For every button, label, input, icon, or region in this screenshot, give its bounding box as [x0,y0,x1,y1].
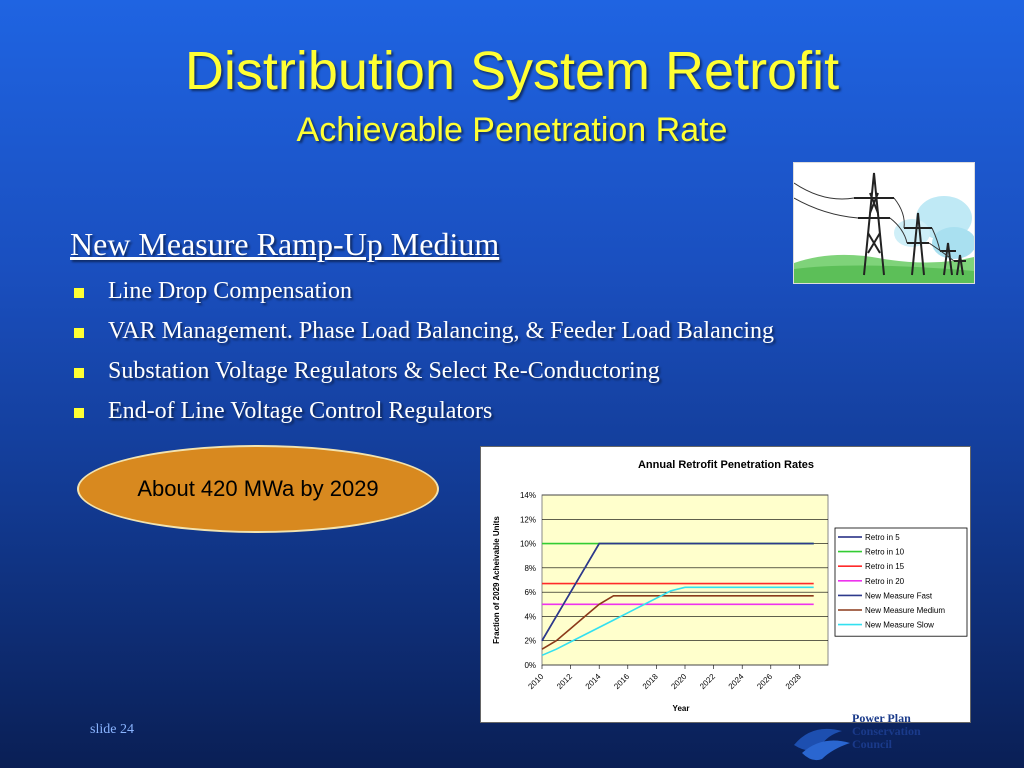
x-axis-label: Year [673,704,690,713]
legend-box [834,527,968,637]
council-logo-icon [794,728,850,761]
x-tick-label: 2020 [669,672,688,691]
y-tick-label: 0% [524,661,536,670]
x-tick-label: 2014 [584,672,603,691]
plot-area [541,494,829,666]
square-bullet-icon [74,368,84,378]
logo-text: Power Plan Conservation Council [852,712,921,751]
slide-subtitle: Achievable Penetration Rate [296,111,728,149]
bullet-item: VAR Management. Phase Load Balancing, & … [70,316,774,356]
series-line [541,542,814,642]
callout-oval: About 420 MWa by 2029 [77,445,439,533]
legend-label: Retro in 15 [865,562,905,571]
x-tick-label: 2026 [755,672,774,691]
callout-text: About 420 MWa by 2029 [137,476,379,501]
legend-label: Retro in 5 [865,533,900,542]
bullet-text: Line Drop Compensation [108,278,352,304]
y-tick-label: 6% [524,588,536,597]
bullet-text: End-of Line Voltage Control Regulators [108,398,493,424]
y-tick-label: 14% [520,491,536,500]
y-tick-label: 12% [520,515,536,524]
bullet-item: Substation Voltage Regulators & Select R… [70,356,774,396]
bullet-text: VAR Management. Phase Load Balancing, & … [108,318,775,344]
section-heading: New Measure Ramp-Up Medium [70,226,500,262]
penetration-rate-chart: Annual Retrofit Penetration Rates 0% 2% 4% 6… [480,446,971,723]
x-tick-label: 2016 [612,672,631,691]
legend-label: Retro in 10 [865,548,905,557]
legend-label: Retro in 20 [865,577,905,586]
y-axis-label: Fraction of 2029 Acheivable Units [492,516,501,644]
legend-label: New Measure Medium [865,606,945,615]
y-tick-label: 8% [524,564,536,573]
square-bullet-icon [74,408,84,418]
y-tick-label: 10% [520,540,536,549]
logo-line: Council [852,737,893,751]
chart-title: Annual Retrofit Penetration Rates [638,459,814,471]
series-line [541,586,814,657]
logo-line: Power Plan [852,711,911,725]
slide-number: slide 24 [90,722,134,737]
x-tick-label: 2022 [698,672,717,691]
logo-line: Conservation [852,724,921,738]
power-transmission-towers-icon [793,162,976,284]
square-bullet-icon [74,328,84,338]
legend-label: New Measure Fast [865,591,933,600]
slide-title: Distribution System Retrofit [184,41,840,101]
chart-svg: Annual Retrofit Penetration Rates 0% 2% 4% 6… [492,459,968,713]
y-tick-label: 2% [524,637,536,646]
y-tick-label: 4% [524,612,536,621]
legend-label: New Measure Slow [865,621,934,630]
bullet-item: End-of Line Voltage Control Regulators [70,396,774,436]
bullet-text: Substation Voltage Regulators & Select R… [108,358,660,384]
x-tick-label: 2028 [784,672,803,691]
x-tick-label: 2018 [641,672,660,691]
bullet-list: Line Drop Compensation VAR Management. P… [70,276,774,436]
bullet-item: Line Drop Compensation [70,276,774,316]
square-bullet-icon [74,288,84,298]
x-tick-label: 2010 [526,672,545,691]
series-line [541,595,814,650]
x-tick-label: 2024 [727,672,746,691]
x-tick-label: 2012 [555,672,574,691]
